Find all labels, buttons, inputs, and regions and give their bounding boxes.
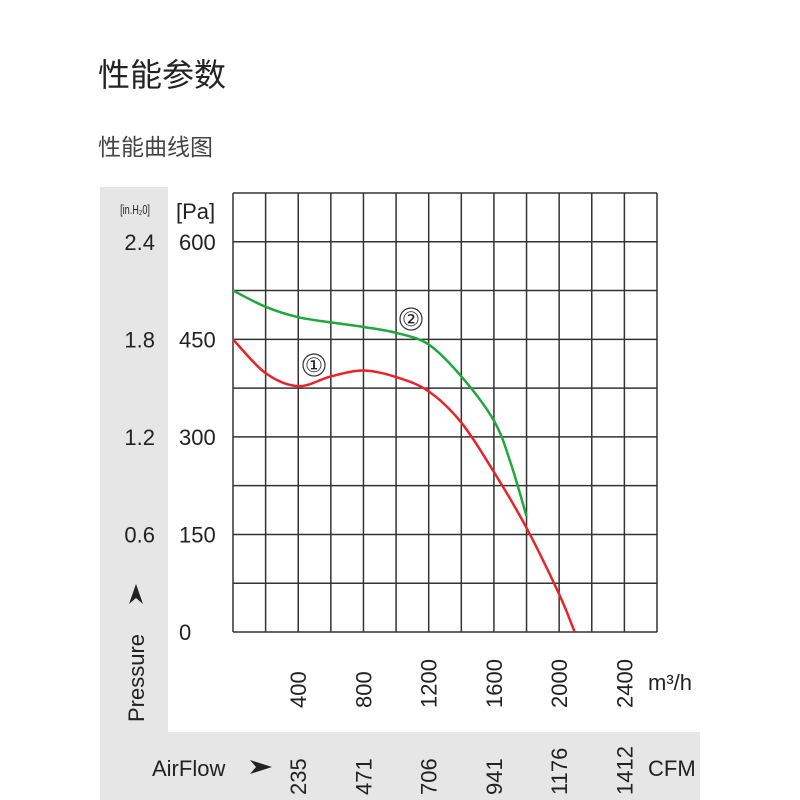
y-axis-secondary-panel [100,187,168,732]
x-tick-label: 1600 [482,659,507,708]
page-title: 性能参数 [98,56,227,94]
ticks: 0 150 300 450 600 0.6 1.2 1.8 2.4 400 235 800 471 120… [124,230,637,795]
y-tick-label-secondary: 2.4 [124,230,155,255]
x-tick-label-secondary: 1176 [547,748,572,795]
y-tick-label: 600 [179,230,216,255]
x-tick-label: 1200 [417,659,442,708]
y-unit: [Pa] [176,199,215,224]
y-axis-title: Pressure [124,634,149,722]
curve-series-2 [232,289,528,517]
curve-label-2: ② [402,309,420,331]
y-tick-label-secondary: 1.2 [124,425,155,450]
x-tick-label-secondary: 706 [417,758,442,795]
x-tick-label-secondary: 941 [482,758,507,795]
axis-labels: [in.H₂0] [Pa] m³/h CFM AirFlow Pressure [120,199,696,781]
y-unit-secondary: [in.H₂0] [120,204,150,218]
y-tick-label-secondary: 1.8 [124,327,155,352]
curve-series-1 [232,338,576,633]
y-tick-label: 0 [179,620,191,645]
x-tick-label-secondary: 1412 [612,746,637,795]
curve-markers: ① ② [302,307,423,377]
x-unit: m³/h [648,670,692,695]
x-tick-label: 400 [286,671,311,708]
x-tick-label: 2400 [612,659,637,708]
y-tick-label: 450 [179,327,216,352]
curves [232,289,576,633]
x-tick-label-secondary: 235 [286,758,311,795]
x-axis-title: AirFlow [152,756,225,781]
y-tick-label: 300 [179,425,216,450]
x-tick-label: 800 [351,671,376,708]
page-subtitle: 性能曲线图 [98,135,213,161]
curve-label-1: ① [305,355,323,377]
x-tick-label: 2000 [547,659,572,708]
airflow-arrow-icon [250,760,272,774]
x-tick-label-secondary: 471 [351,758,376,795]
x-axis-secondary-panel [100,732,700,800]
pressure-arrow-icon [129,584,143,604]
x-unit-secondary: CFM [648,756,696,781]
y-tick-label-secondary: 0.6 [124,522,155,547]
grid [232,192,658,633]
y-tick-label: 150 [179,522,216,547]
